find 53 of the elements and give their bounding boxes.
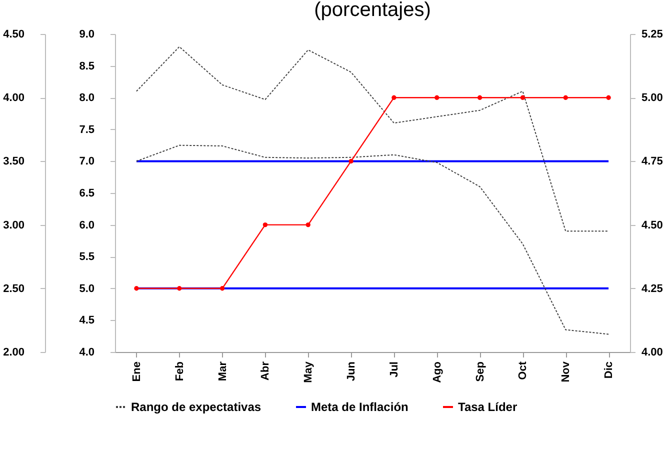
point [348, 158, 354, 164]
point [606, 95, 611, 100]
y-tick-label: 7.0 [79, 156, 94, 168]
x-tick-label: Mar [216, 360, 229, 382]
y3-tick-label: 4.00 [3, 92, 24, 104]
x-tick-label: Sep [474, 361, 486, 382]
legend-label: Meta de Inflación [311, 400, 408, 414]
y-tick-label: 4.0 [79, 346, 94, 358]
point [220, 286, 225, 291]
line-series [136, 144, 610, 335]
point [392, 95, 396, 100]
y2-tick-label: 5.25 [642, 28, 663, 40]
y-tick-label: 7.5 [79, 124, 94, 136]
line-series [136, 46, 610, 232]
y3-tick-label: 3.50 [3, 156, 24, 168]
chart-title: (porcentajes) [314, 0, 431, 21]
point [262, 222, 268, 228]
y2-tick-label: 4.00 [642, 346, 663, 358]
y-tick-label: 6.0 [79, 219, 94, 232]
x-tick-label: Nov [560, 360, 572, 382]
point [563, 95, 568, 100]
x-tick-label: Feb [174, 361, 186, 382]
y3-tick-label: 2.00 [3, 346, 24, 358]
point [477, 95, 482, 100]
y2-tick-label: 4.50 [642, 219, 663, 232]
y-tick-label: 4.5 [79, 314, 94, 327]
y3-tick-label: 3.00 [3, 219, 24, 232]
y-tick-label: 6.5 [79, 188, 94, 200]
y2-tick-label: 5.00 [642, 92, 663, 104]
y3-tick-label: 2.50 [3, 282, 24, 295]
point [520, 95, 526, 100]
y-tick-label: 9.0 [79, 28, 94, 40]
x-tick-label: Jul [388, 362, 400, 378]
x-tick-label: Dic [603, 362, 616, 379]
x-tick-label: Oct [517, 361, 530, 380]
x-tick-label: Jun [346, 361, 358, 382]
y-tick-label: 5.0 [79, 282, 94, 295]
point [177, 286, 182, 291]
legend-label: Tasa Líder [458, 400, 518, 414]
y3-tick-label: 4.50 [3, 28, 24, 40]
y-tick-label: 8.5 [79, 60, 94, 72]
y-tick-label: 5.5 [79, 251, 94, 264]
x-tick-label: Ago [431, 361, 444, 383]
x-tick-label: Ene [130, 362, 143, 382]
x-tick-label: Abr [260, 360, 272, 380]
point [434, 95, 440, 100]
point [134, 286, 139, 291]
y-tick-label: 8.0 [79, 92, 94, 104]
point [306, 222, 310, 228]
y2-tick-label: 4.75 [642, 156, 663, 168]
y2-tick-label: 4.25 [642, 282, 663, 295]
legend-label: Rango de expectativas [131, 400, 262, 414]
x-tick-label: May [302, 360, 315, 383]
